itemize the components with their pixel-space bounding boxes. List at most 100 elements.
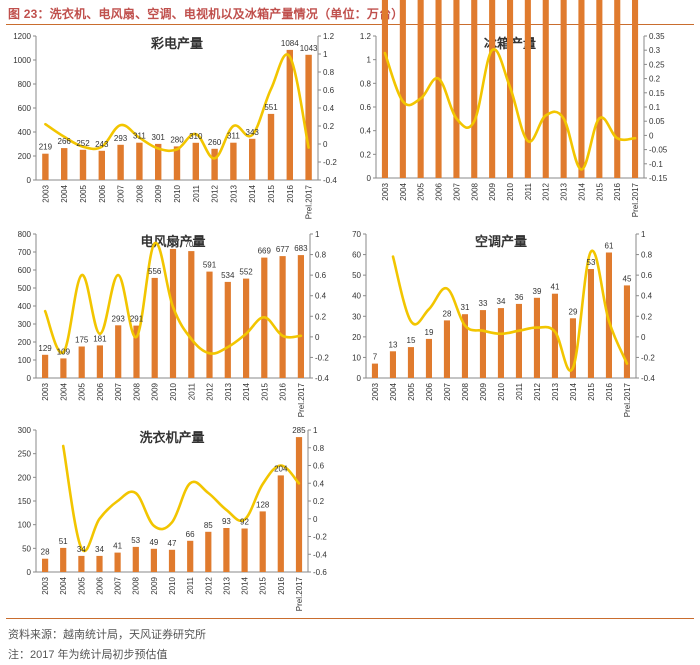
bar	[295, 437, 303, 572]
bar-value-label: 28	[443, 309, 452, 318]
bar-value-label: 13	[389, 340, 398, 349]
bar-value-label: 293	[114, 134, 128, 143]
bar	[96, 345, 103, 378]
bar-value-label: 129	[38, 344, 52, 353]
bar	[569, 318, 576, 378]
bar-value-label: 53	[131, 536, 140, 545]
ac-production-chart: 空调产量 0 10 20 30 40 50 60 70 -0.4 -0.2 0 0.2 0.4 0.6 0.8…	[352, 230, 655, 417]
x-tick-label: 2009	[154, 184, 163, 202]
right-tick-label: -0.4	[313, 550, 327, 559]
bar-value-label: 34	[77, 545, 86, 554]
x-tick-label: 2010	[168, 576, 177, 594]
bar	[205, 531, 212, 572]
bar-value-label: 260	[208, 138, 222, 147]
x-tick-label: 2013	[551, 382, 560, 400]
x-tick-label: 2014	[569, 382, 578, 400]
bar	[425, 338, 432, 378]
right-tick-label: 0.4	[323, 104, 335, 113]
x-tick-label: 2012	[542, 182, 551, 200]
fan-production-chart: 电风扇产量0100200300400500600700800-0.4-0.200…	[18, 230, 330, 417]
x-tick-label: 2003	[41, 184, 50, 202]
bar-value-label: 677	[276, 245, 290, 254]
left-tick-label: 0.8	[360, 79, 372, 88]
right-tick-label: 0	[313, 515, 318, 524]
right-tick-label: 0.2	[315, 312, 327, 321]
bar-value-label: 301	[152, 133, 166, 142]
bar	[305, 54, 312, 180]
x-tick-label: 2009	[151, 382, 160, 400]
bar	[277, 475, 284, 572]
x-tick-label: 2007	[114, 576, 123, 594]
left-tick-label: 400	[18, 128, 32, 137]
bar	[623, 285, 630, 378]
bar	[114, 552, 121, 572]
bar	[461, 314, 468, 378]
right-tick-label: 0.2	[323, 122, 335, 131]
x-tick-label: 2009	[479, 382, 488, 400]
figure-title: 图 23：洗衣机、电风扇、空调、电视机以及冰箱产量情况（单位：万台）	[8, 7, 404, 21]
left-tick-label: 500	[18, 284, 32, 293]
bar-value-label: 15	[407, 336, 416, 345]
right-tick-label: -0.2	[323, 158, 337, 167]
bar	[524, 0, 531, 178]
bar	[192, 142, 199, 180]
right-tick-label: -0.2	[315, 353, 329, 362]
x-tick-label: 2009	[150, 576, 159, 594]
bar-value-label: 311	[133, 132, 146, 141]
x-tick-label: 2005	[407, 382, 416, 400]
chart-title: 洗衣机产量	[139, 430, 204, 445]
left-tick-label: 0.4	[360, 127, 372, 136]
left-tick-label: 100	[18, 356, 32, 365]
bar	[479, 310, 486, 378]
x-tick-label: 2007	[114, 382, 123, 400]
bar	[587, 269, 594, 378]
x-tick-label: 2006	[425, 382, 434, 400]
bar	[173, 146, 181, 180]
bar-value-label: 1084	[281, 39, 299, 48]
bar	[155, 143, 162, 180]
bar-value-label: 243	[95, 140, 109, 149]
x-tick-label: 2006	[96, 576, 105, 594]
bar-value-label: 47	[168, 539, 177, 548]
right-tick-label: 0.8	[313, 444, 325, 453]
right-tick-label: -0.05	[649, 146, 668, 155]
bar-value-label: 293	[112, 314, 126, 323]
bar	[132, 546, 139, 572]
x-tick-label: 2005	[78, 382, 87, 400]
growth-line	[383, 48, 637, 171]
right-tick-label: 0.05	[649, 117, 665, 126]
bar	[471, 0, 478, 178]
bar	[60, 358, 67, 378]
bar-value-label: 61	[605, 242, 614, 251]
left-tick-label: 200	[18, 152, 32, 161]
right-tick-label: 0.8	[641, 251, 653, 260]
bar-value-label: 31	[461, 303, 470, 312]
right-tick-label: -0.2	[313, 533, 327, 542]
right-tick-label: 0.35	[649, 32, 665, 41]
right-tick-label: 0.2	[313, 497, 325, 506]
bar	[169, 248, 177, 378]
left-tick-label: 20	[352, 333, 361, 342]
fridge-production-chart: 冰箱产量00.20.40.60.811.2-0.15-0.1-0.0500.05…	[360, 0, 668, 217]
right-tick-label: 0.6	[323, 86, 335, 95]
bar-value-label: 109	[57, 347, 71, 356]
bar	[168, 549, 176, 572]
growth-line	[43, 241, 303, 355]
bar-value-label: 683	[294, 244, 308, 253]
x-tick-label: 2010	[497, 382, 506, 400]
bar-value-label: 33	[479, 299, 488, 308]
left-tick-label: 30	[352, 312, 361, 321]
x-tick-label: 2007	[443, 382, 452, 400]
x-tick-label: 2013	[229, 184, 238, 202]
x-tick-label: 2015	[587, 382, 596, 400]
right-tick-label: -0.1	[649, 160, 663, 169]
right-tick-label: 0	[641, 333, 646, 342]
bar	[614, 0, 621, 178]
bar	[223, 528, 230, 572]
x-tick-label: 2013	[224, 382, 233, 400]
x-tick-label: 2015	[260, 382, 269, 400]
bar-value-label: 280	[170, 135, 184, 144]
bar	[150, 548, 157, 572]
bar-value-label: 41	[551, 283, 560, 292]
x-tick-label: 2012	[206, 382, 215, 400]
